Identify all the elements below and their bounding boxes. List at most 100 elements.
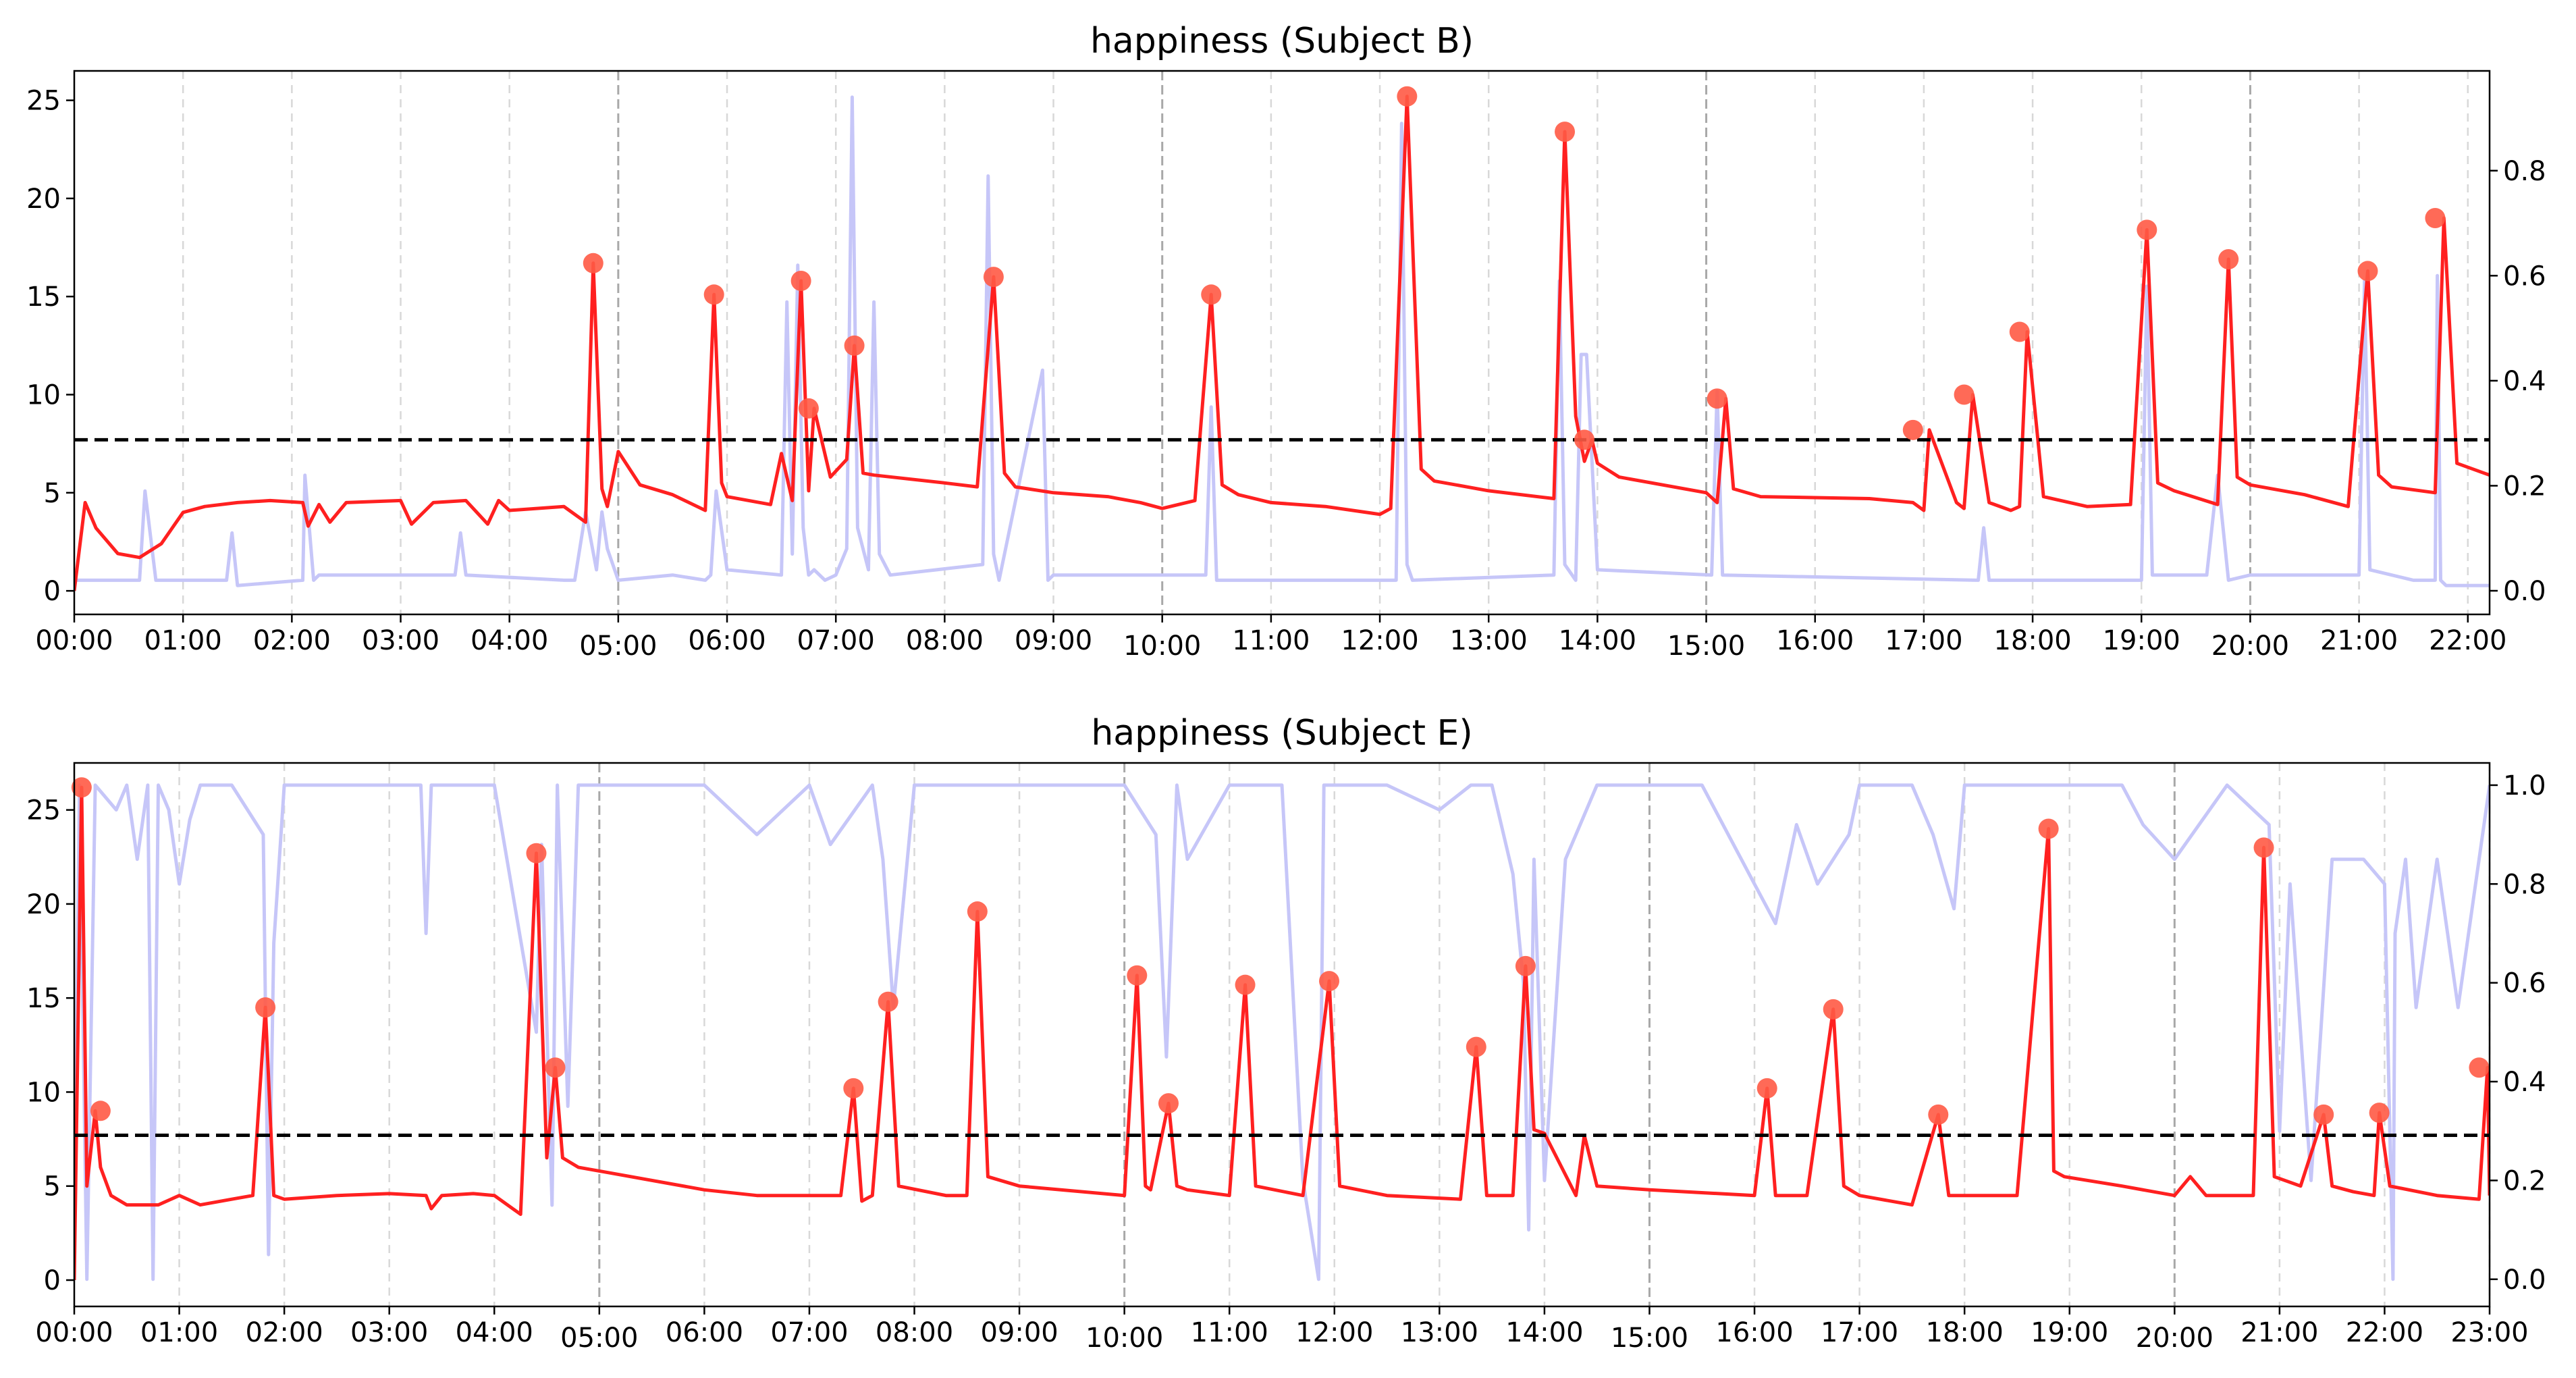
chart-1-xtick-label: 20:00 xyxy=(2211,631,2289,662)
chart-2-xtick-label: 05:00 xyxy=(560,1323,638,1354)
chart-1-peak-marker xyxy=(983,267,1004,288)
chart-1-peak-marker xyxy=(703,284,724,305)
chart-2-xtick-label: 17:00 xyxy=(1821,1317,1898,1348)
chart-1-y2tick-label: 0.6 xyxy=(2503,261,2546,292)
chart-2-peak-marker xyxy=(1756,1078,1777,1098)
chart-2-peak-marker xyxy=(1319,971,1340,992)
chart-1-xtick-label: 07:00 xyxy=(797,625,875,656)
chart-2-peak-marker xyxy=(1928,1104,1949,1125)
chart-1-xtick-label: 17:00 xyxy=(1885,625,1962,656)
chart-2-xtick-label: 23:00 xyxy=(2450,1317,2528,1348)
chart-2-peak-marker xyxy=(878,991,898,1012)
chart-1-y2tick-label: 0.2 xyxy=(2503,471,2546,502)
chart-1-ytick-label: 0 xyxy=(44,576,61,607)
chart-2-peak-marker xyxy=(967,901,988,922)
chart-1-xtick-label: 04:00 xyxy=(471,625,548,656)
chart-1-y2tick-label: 0.4 xyxy=(2503,366,2546,397)
chart-2-xtick-label: 21:00 xyxy=(2240,1317,2318,1348)
chart-1-y2tick-label: 0.0 xyxy=(2503,576,2546,607)
chart-2-score-line xyxy=(74,785,2490,1281)
chart-1-x-axis: 00:00 01:00 02:00 03:00 04:00 05:00 06:00 07:00… xyxy=(35,614,2506,662)
chart-1-xtick-label: 21:00 xyxy=(2320,625,2398,656)
chart-1-intensity-line xyxy=(74,95,2490,587)
chart-1-xtick-label: 01:00 xyxy=(144,625,222,656)
chart-1-xtick-label: 05:00 xyxy=(579,631,657,662)
chart-2-peak-marker xyxy=(843,1078,864,1098)
chart-2-xtick-label: 16:00 xyxy=(1715,1317,1793,1348)
chart-2-y2tick-label: 1.0 xyxy=(2503,770,2546,801)
chart-1-peak-marker xyxy=(1397,86,1418,107)
chart-2-xtick-label: 08:00 xyxy=(876,1317,953,1348)
chart-1-xtick-label: 12:00 xyxy=(1341,625,1418,656)
chart-2-peak-marker xyxy=(2469,1057,2490,1078)
chart-1-xtick-label: 22:00 xyxy=(2429,625,2506,656)
chart-2-xtick-label: 19:00 xyxy=(2031,1317,2108,1348)
chart-1-peak-marker xyxy=(1555,122,1576,142)
chart-1-xtick-label: 00:00 xyxy=(35,625,113,656)
chart-1-xtick-label: 11:00 xyxy=(1232,625,1310,656)
chart-1-score-line xyxy=(74,95,2490,591)
chart-1-xtick-label: 18:00 xyxy=(1993,625,2071,656)
chart-2-ytick-label: 0 xyxy=(44,1265,61,1296)
chart-1-xtick-label: 09:00 xyxy=(1015,625,1092,656)
chart-2-peak-marker xyxy=(526,843,547,864)
chart-1-ytick-label: 10 xyxy=(26,380,61,411)
chart-2-axes-frame xyxy=(73,762,2491,1308)
chart-2-y-axis-right: 0.0 0.2 0.4 0.6 0.8 1.0 xyxy=(2490,770,2546,1296)
chart-1: happiness (Subject B) 0 5 10 15 20 25 0.0 0.2 0.4… xyxy=(26,21,2546,662)
chart-2-ytick-label: 20 xyxy=(26,889,61,920)
chart-1-gridlines xyxy=(182,71,2469,614)
chart-2-peak-marker xyxy=(2253,837,2274,858)
chart-1-peak-marker xyxy=(2137,219,2157,240)
chart-2-y2tick-label: 0.6 xyxy=(2503,968,2546,999)
chart-2-peak-marker xyxy=(71,777,92,798)
chart-1-peak-marker xyxy=(2425,207,2446,228)
chart-1-peak-marker xyxy=(2009,321,2030,342)
chart-2-xtick-label: 10:00 xyxy=(1085,1323,1163,1354)
chart-1-peak-marker xyxy=(790,270,811,291)
chart-2-xtick-label: 03:00 xyxy=(350,1317,428,1348)
chart-1-peak-marker xyxy=(1954,384,1975,405)
chart-2-xtick-label: 18:00 xyxy=(1926,1317,2004,1348)
chart-2-xtick-label: 12:00 xyxy=(1295,1317,1373,1348)
chart-2-ytick-label: 25 xyxy=(26,795,61,826)
chart-2-peak-marker xyxy=(2313,1104,2334,1125)
chart-1-y-axis-right: 0.0 0.2 0.4 0.6 0.8 xyxy=(2490,156,2546,607)
chart-2-x-axis: 00:00 01:00 02:00 03:00 04:00 05:00 06:00 07:00… xyxy=(35,1306,2529,1354)
chart-2-xtick-label: 13:00 xyxy=(1401,1317,1478,1348)
chart-2-y2tick-label: 0.0 xyxy=(2503,1265,2546,1296)
chart-1-xtick-label: 03:00 xyxy=(362,625,439,656)
chart-2-peak-marker xyxy=(545,1057,566,1078)
chart-1-xtick-label: 15:00 xyxy=(1667,631,1745,662)
chart-1-peak-marker xyxy=(1707,388,1727,409)
chart-2-xtick-label: 14:00 xyxy=(1505,1317,1583,1348)
chart-1-xtick-label: 14:00 xyxy=(1559,625,1636,656)
chart-1-peak-marker xyxy=(2218,248,2239,269)
chart-2-peak-marker xyxy=(1158,1093,1179,1114)
chart-2-xtick-label: 07:00 xyxy=(770,1317,848,1348)
chart-1-xtick-label: 13:00 xyxy=(1450,625,1528,656)
chart-1-axes-frame xyxy=(73,70,2491,616)
chart-2-y2tick-label: 0.4 xyxy=(2503,1067,2546,1098)
chart-1-y2tick-label: 0.8 xyxy=(2503,156,2546,187)
chart-1-peaks xyxy=(583,86,2446,450)
chart-2-y2tick-label: 0.8 xyxy=(2503,869,2546,900)
chart-2-peak-marker xyxy=(1823,999,1844,1019)
chart-2-xtick-label: 00:00 xyxy=(35,1317,113,1348)
chart-2-ytick-label: 5 xyxy=(44,1171,61,1202)
chart-2-peak-marker xyxy=(255,997,276,1018)
chart-2-y-axis-left: 0 5 10 15 20 25 xyxy=(26,795,74,1296)
chart-2-xtick-label: 20:00 xyxy=(2136,1323,2213,1354)
chart-1-ytick-label: 20 xyxy=(26,184,61,215)
chart-2: happiness (Subject E) 0 5 10 15 20 25 0.0 0.2 0.4… xyxy=(26,713,2546,1354)
chart-1-y-axis-left: 0 5 10 15 20 25 xyxy=(26,86,74,607)
chart-2-peak-marker xyxy=(1515,955,1536,976)
chart-2-peak-marker xyxy=(1466,1036,1486,1057)
chart-2-peak-marker xyxy=(1235,974,1256,995)
chart-1-xtick-label: 06:00 xyxy=(688,625,766,656)
chart-2-peak-marker xyxy=(1127,965,1148,986)
chart-2-xtick-label: 06:00 xyxy=(666,1317,743,1348)
chart-1-peak-marker xyxy=(844,335,865,356)
